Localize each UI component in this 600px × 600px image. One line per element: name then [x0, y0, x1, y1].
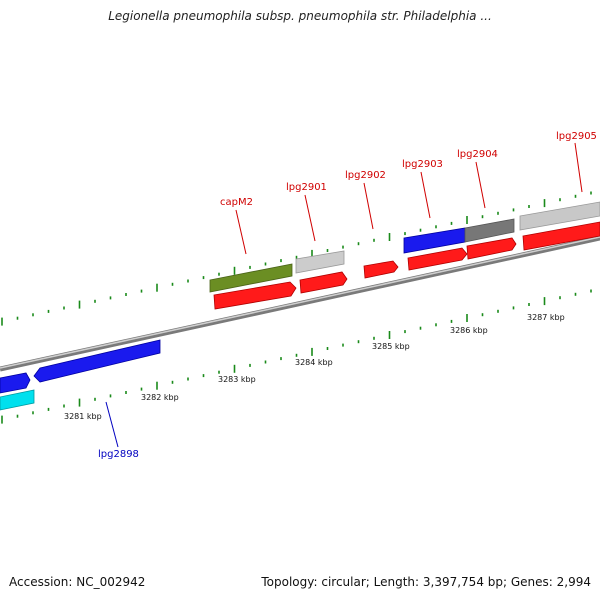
scale-label: 3284 kbp — [295, 358, 333, 367]
gene-bar-lightgray[interactable] — [519, 201, 600, 231]
scale-label: 3287 kbp — [527, 313, 565, 322]
scale-label: 3283 kbp — [218, 375, 256, 384]
scale-label: 3286 kbp — [450, 326, 488, 335]
gene-arrow-red[interactable] — [407, 247, 468, 271]
lower-tick-row — [1, 289, 592, 424]
gene-arrow-red[interactable] — [466, 237, 517, 260]
label-leaders — [105, 142, 583, 448]
accession-label: Accession: NC_002942 — [9, 575, 146, 589]
genome-summary: Topology: circular; Length: 3,397,754 bp… — [261, 575, 591, 589]
genome-title: Legionella pneumophila subsp. pneumophil… — [108, 9, 492, 23]
gene-arrow-red[interactable] — [299, 271, 348, 294]
scale-label: 3281 kbp — [64, 412, 102, 421]
gene-labels: capM2 lpg2901 lpg2902 lpg2903 lpg2904 lp… — [98, 131, 597, 460]
reverse-strand-genes — [0, 339, 161, 411]
gene-arrow-blue[interactable] — [33, 339, 161, 383]
forward-strand-genes — [209, 201, 600, 310]
gene-arrow-red[interactable] — [213, 281, 297, 310]
gene-label-lpg2904[interactable]: lpg2904 — [457, 149, 498, 160]
gene-label-lpg2898[interactable]: lpg2898 — [98, 449, 139, 460]
gene-label-lpg2905[interactable]: lpg2905 — [556, 131, 597, 142]
gene-label-lpg2903[interactable]: lpg2903 — [402, 159, 443, 170]
scale-label: 3282 kbp — [141, 393, 179, 402]
genome-backbone-highlight — [0, 236, 600, 369]
gene-arrow-red[interactable] — [363, 260, 399, 279]
gene-bar-olive[interactable] — [209, 263, 293, 293]
upper-tick-row — [1, 191, 592, 326]
gene-bar-darkgray[interactable] — [464, 218, 515, 243]
gene-label-lpg2901[interactable]: lpg2901 — [286, 182, 327, 193]
scale-labels: 3281 kbp 3282 kbp 3283 kbp 3284 kbp 3285… — [64, 313, 565, 421]
genome-backbone — [0, 235, 600, 372]
gene-arrow-red[interactable] — [522, 221, 600, 251]
scale-label: 3285 kbp — [372, 342, 410, 351]
gene-bar-lightgray[interactable] — [295, 250, 345, 274]
gene-label-lpg2902[interactable]: lpg2902 — [345, 170, 386, 181]
gene-arrow-blue[interactable] — [0, 372, 31, 394]
gene-bar-cyan[interactable] — [0, 389, 35, 411]
gene-label-capM2[interactable]: capM2 — [220, 197, 253, 208]
